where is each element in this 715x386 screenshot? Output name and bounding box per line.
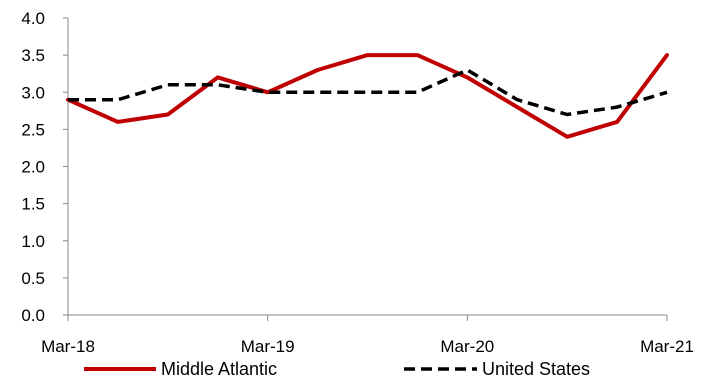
legend: Middle Atlantic United States — [84, 359, 590, 379]
x-tick-label: Mar-18 — [41, 337, 95, 356]
y-tick-label: 0.5 — [21, 269, 45, 288]
legend-label: United States — [482, 359, 590, 379]
x-tick-label: Mar-21 — [640, 337, 694, 356]
y-tick-label: 0.0 — [21, 306, 45, 325]
series-line-united-states — [68, 68, 668, 117]
x-tick-label: Mar-20 — [440, 337, 494, 356]
y-tick-label: 3.5 — [21, 46, 45, 65]
y-tick-label: 1.5 — [21, 195, 45, 214]
y-tick-label: 1.0 — [21, 232, 45, 251]
legend-item: Middle Atlantic — [84, 359, 277, 379]
legend-label: Middle Atlantic — [161, 359, 277, 379]
y-axis: 0.0 0.5 1.0 1.5 2.0 2.5 3.0 3.5 4.0 — [21, 9, 69, 325]
y-tick-label: 4.0 — [21, 9, 45, 28]
series-line-middle-atlantic — [66, 53, 669, 139]
y-tick-label: 2.0 — [21, 158, 45, 177]
legend-item: United States — [404, 359, 590, 379]
y-tick-label: 3.0 — [21, 83, 45, 102]
y-tick-label: 2.5 — [21, 120, 45, 139]
x-axis: Mar-18 Mar-19 Mar-20 Mar-21 — [41, 314, 694, 356]
series-lines — [66, 53, 669, 139]
x-tick-label: Mar-19 — [241, 337, 295, 356]
